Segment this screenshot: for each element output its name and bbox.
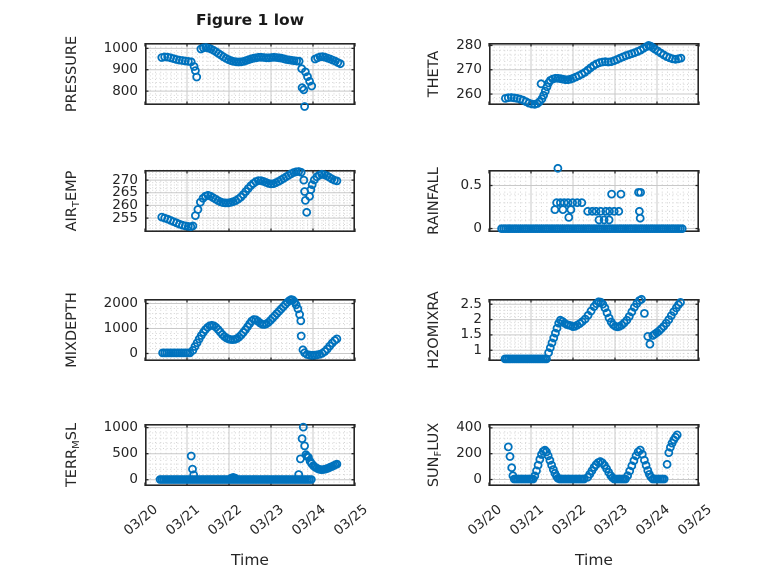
y-tick-label-h2omixra: 2 [473,311,482,328]
y-tick-label-sunflux: 400 [456,419,482,436]
y-tick-label-mixdepth: 0 [129,345,138,361]
sunflux-plot-area [488,424,700,487]
x-tick-label: 03/24 [288,501,329,539]
terrmsl-plot-area [144,422,356,487]
y-tick-label-airtemp: 270 [112,171,138,188]
y-tick-label-theta: 260 [456,85,482,102]
y-tick-label-pressure: 1000 [103,39,138,56]
x-tick-label: 03/25 [674,501,715,539]
y-tick-label-airtemp: 265 [112,184,138,201]
y-axis-label-terrmsl: TERRMSL [63,422,82,488]
figure-title: Figure 1 low [195,11,305,29]
y-tick-label-terrmsl: 1000 [103,419,138,436]
theta-series [500,41,686,109]
y-tick-label-airtemp: 260 [112,196,138,213]
subplot-airtemp [144,167,356,233]
x-tick-label: 03/22 [204,501,245,539]
rainfall-plot-area [488,163,700,233]
x-tick-label: 03/21 [506,501,547,539]
xlabel-left: Time [231,551,269,569]
subplot-terrmsl [144,422,356,487]
sunflux-series [503,430,682,484]
x-tick-label: 03/24 [632,501,673,539]
theta-plot-area [488,41,700,109]
pressure-plot-area [144,43,356,111]
x-tick-label: 03/21 [162,501,203,539]
x-tick-label: 03/23 [246,501,287,539]
y-tick-label-airtemp: 255 [112,209,138,226]
y-tick-label-rainfall: 0.5 [460,177,482,193]
y-tick-label-pressure: 800 [112,82,138,99]
h2omixra-plot-area [488,294,700,364]
subplot-h2omixra [488,294,700,364]
pressure-series [157,43,345,111]
y-tick-label-mixdepth: 1000 [103,320,138,336]
subplot-rainfall [488,163,700,233]
y-tick-label-pressure: 900 [112,61,138,78]
y-tick-label-h2omixra: 1.5 [460,326,482,343]
y-tick-label-theta: 270 [456,61,482,78]
mixdepth-plot-area [144,295,356,362]
h2omixra-series [500,294,685,364]
y-axis-label-pressure: PRESSURE [63,35,80,113]
y-axis-label-h2omixra: H2OMIXRA [425,291,442,369]
x-tick-label: 03/20 [464,501,505,539]
y-axis-label-sunflux: SUNFLUX [425,422,444,488]
subplot-theta [488,41,700,109]
y-axis-label-rainfall: RAINFALL [425,167,442,235]
y-tick-label-sunflux: 0 [473,471,482,488]
subplot-sunflux [488,424,700,487]
xlabel-right: Time [575,551,613,569]
y-tick-label-terrmsl: 0 [129,471,138,488]
y-axis-label-mixdepth: MIXDEPTH [63,292,80,368]
subplot-mixdepth [144,295,356,362]
y-tick-label-h2omixra: 2.5 [460,295,482,312]
mixdepth-series [158,295,342,360]
airtemp-series [157,167,342,232]
x-tick-label: 03/23 [590,501,631,539]
y-tick-label-mixdepth: 2000 [103,295,138,311]
y-tick-label-h2omixra: 1 [473,341,482,358]
rainfall-series [497,163,687,233]
y-tick-label-theta: 280 [456,36,482,53]
airtemp-plot-area [144,167,356,233]
y-tick-label-terrmsl: 500 [112,445,138,462]
x-tick-label: 03/20 [120,501,161,539]
subplot-pressure [144,43,356,111]
y-tick-label-rainfall: 0 [473,220,482,237]
y-axis-label-airtemp: AIRTEMP [63,170,82,232]
terrmsl-series [155,422,342,484]
y-tick-label-sunflux: 200 [456,445,482,462]
y-axis-label-theta: THETA [425,50,442,98]
x-tick-label: 03/25 [330,501,371,539]
x-tick-label: 03/22 [548,501,589,539]
